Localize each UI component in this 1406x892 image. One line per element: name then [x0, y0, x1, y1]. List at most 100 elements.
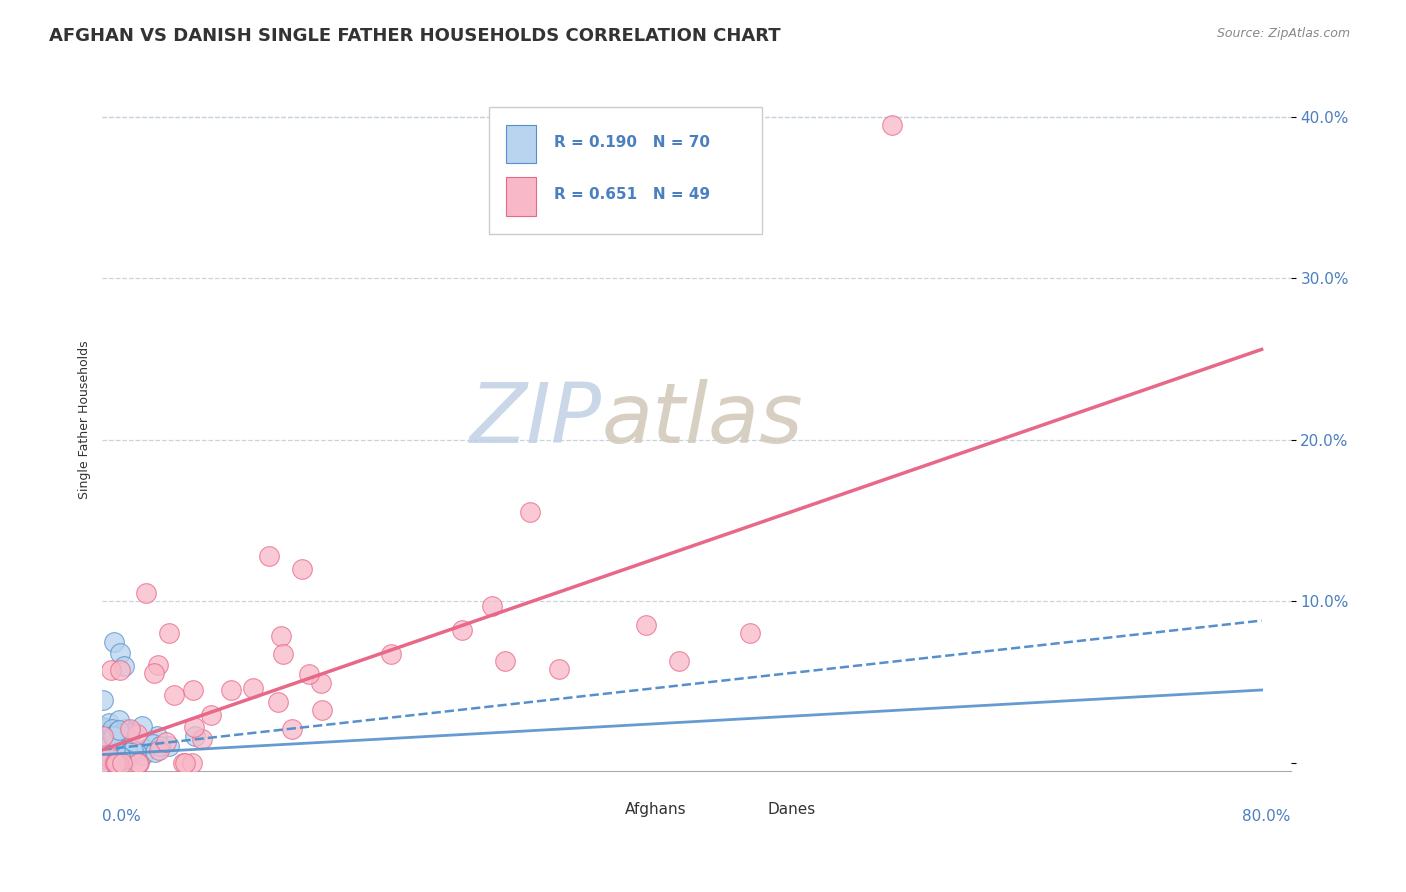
Point: [257, 549, 280, 563]
Point: [103, 743, 125, 757]
Point: [91, 749, 114, 764]
Point: [309, 676, 332, 690]
Point: [135, 585, 157, 599]
Point: [111, 756, 134, 770]
Point: [280, 722, 302, 736]
Text: Danes: Danes: [768, 802, 815, 817]
Point: [120, 723, 142, 737]
Point: [105, 731, 128, 745]
Point: [125, 727, 148, 741]
Point: [380, 647, 402, 661]
Point: [93, 752, 115, 766]
Point: [108, 749, 131, 764]
Point: [100, 723, 122, 737]
Point: [142, 737, 165, 751]
Point: [104, 756, 127, 770]
Point: [112, 750, 135, 764]
Point: [93, 721, 115, 735]
Point: [191, 732, 214, 747]
Text: Afghans: Afghans: [626, 802, 686, 817]
FancyBboxPatch shape: [488, 107, 762, 234]
Point: [117, 723, 139, 737]
Point: [108, 646, 131, 660]
Point: [97, 731, 120, 746]
Point: [114, 722, 136, 736]
Point: [142, 666, 165, 681]
Point: [128, 756, 150, 770]
Point: [200, 708, 222, 723]
Point: [125, 745, 148, 759]
Point: [107, 723, 129, 737]
Text: ZIP: ZIP: [470, 379, 602, 460]
Point: [121, 743, 143, 757]
Point: [146, 729, 169, 743]
Text: atlas: atlas: [602, 379, 803, 460]
Point: [100, 664, 122, 678]
Point: [120, 726, 142, 740]
Point: [103, 732, 125, 747]
Point: [91, 749, 114, 764]
Point: [108, 714, 131, 728]
Point: [270, 629, 292, 643]
Point: [103, 756, 125, 770]
Point: [94, 745, 117, 759]
Text: R = 0.651   N = 49: R = 0.651 N = 49: [554, 187, 710, 202]
Point: [105, 724, 128, 739]
Point: [91, 730, 114, 744]
Point: [114, 752, 136, 766]
Point: [93, 743, 115, 757]
Point: [91, 729, 114, 743]
Point: [94, 723, 117, 738]
Point: [146, 657, 169, 672]
Point: [103, 734, 125, 748]
Point: [98, 716, 121, 731]
Text: Source: ZipAtlas.com: Source: ZipAtlas.com: [1216, 27, 1350, 40]
Point: [481, 599, 503, 613]
Point: [103, 727, 125, 741]
Point: [97, 727, 120, 741]
Point: [110, 663, 132, 677]
Point: [298, 666, 321, 681]
Point: [131, 719, 153, 733]
Point: [101, 729, 124, 743]
Point: [121, 743, 143, 757]
Point: [183, 720, 205, 734]
Point: [172, 756, 194, 770]
Point: [107, 756, 129, 770]
Point: [97, 740, 120, 755]
Point: [103, 742, 125, 756]
Point: [311, 703, 333, 717]
Bar: [741, 799, 763, 822]
Point: [148, 739, 170, 753]
Point: [105, 756, 128, 770]
Point: [117, 752, 139, 766]
Text: R = 0.190   N = 70: R = 0.190 N = 70: [554, 135, 710, 150]
Point: [267, 695, 290, 709]
Point: [181, 756, 204, 770]
Point: [117, 746, 139, 760]
Point: [101, 729, 124, 743]
Point: [242, 681, 264, 695]
Point: [104, 752, 127, 766]
Point: [163, 688, 186, 702]
Point: [100, 747, 122, 762]
Point: [494, 654, 516, 668]
Point: [157, 739, 180, 753]
Point: [104, 741, 127, 756]
Point: [97, 744, 120, 758]
Text: 80.0%: 80.0%: [1243, 809, 1291, 824]
Point: [148, 743, 170, 757]
Point: [740, 626, 762, 640]
Point: [668, 654, 690, 668]
Point: [94, 742, 117, 756]
Point: [882, 118, 904, 132]
Point: [157, 626, 180, 640]
Point: [101, 725, 124, 739]
Bar: [506, 178, 536, 216]
Point: [155, 735, 177, 749]
Point: [107, 738, 129, 752]
Point: [98, 749, 121, 764]
Point: [104, 729, 127, 743]
Point: [97, 751, 120, 765]
Point: [634, 618, 657, 632]
